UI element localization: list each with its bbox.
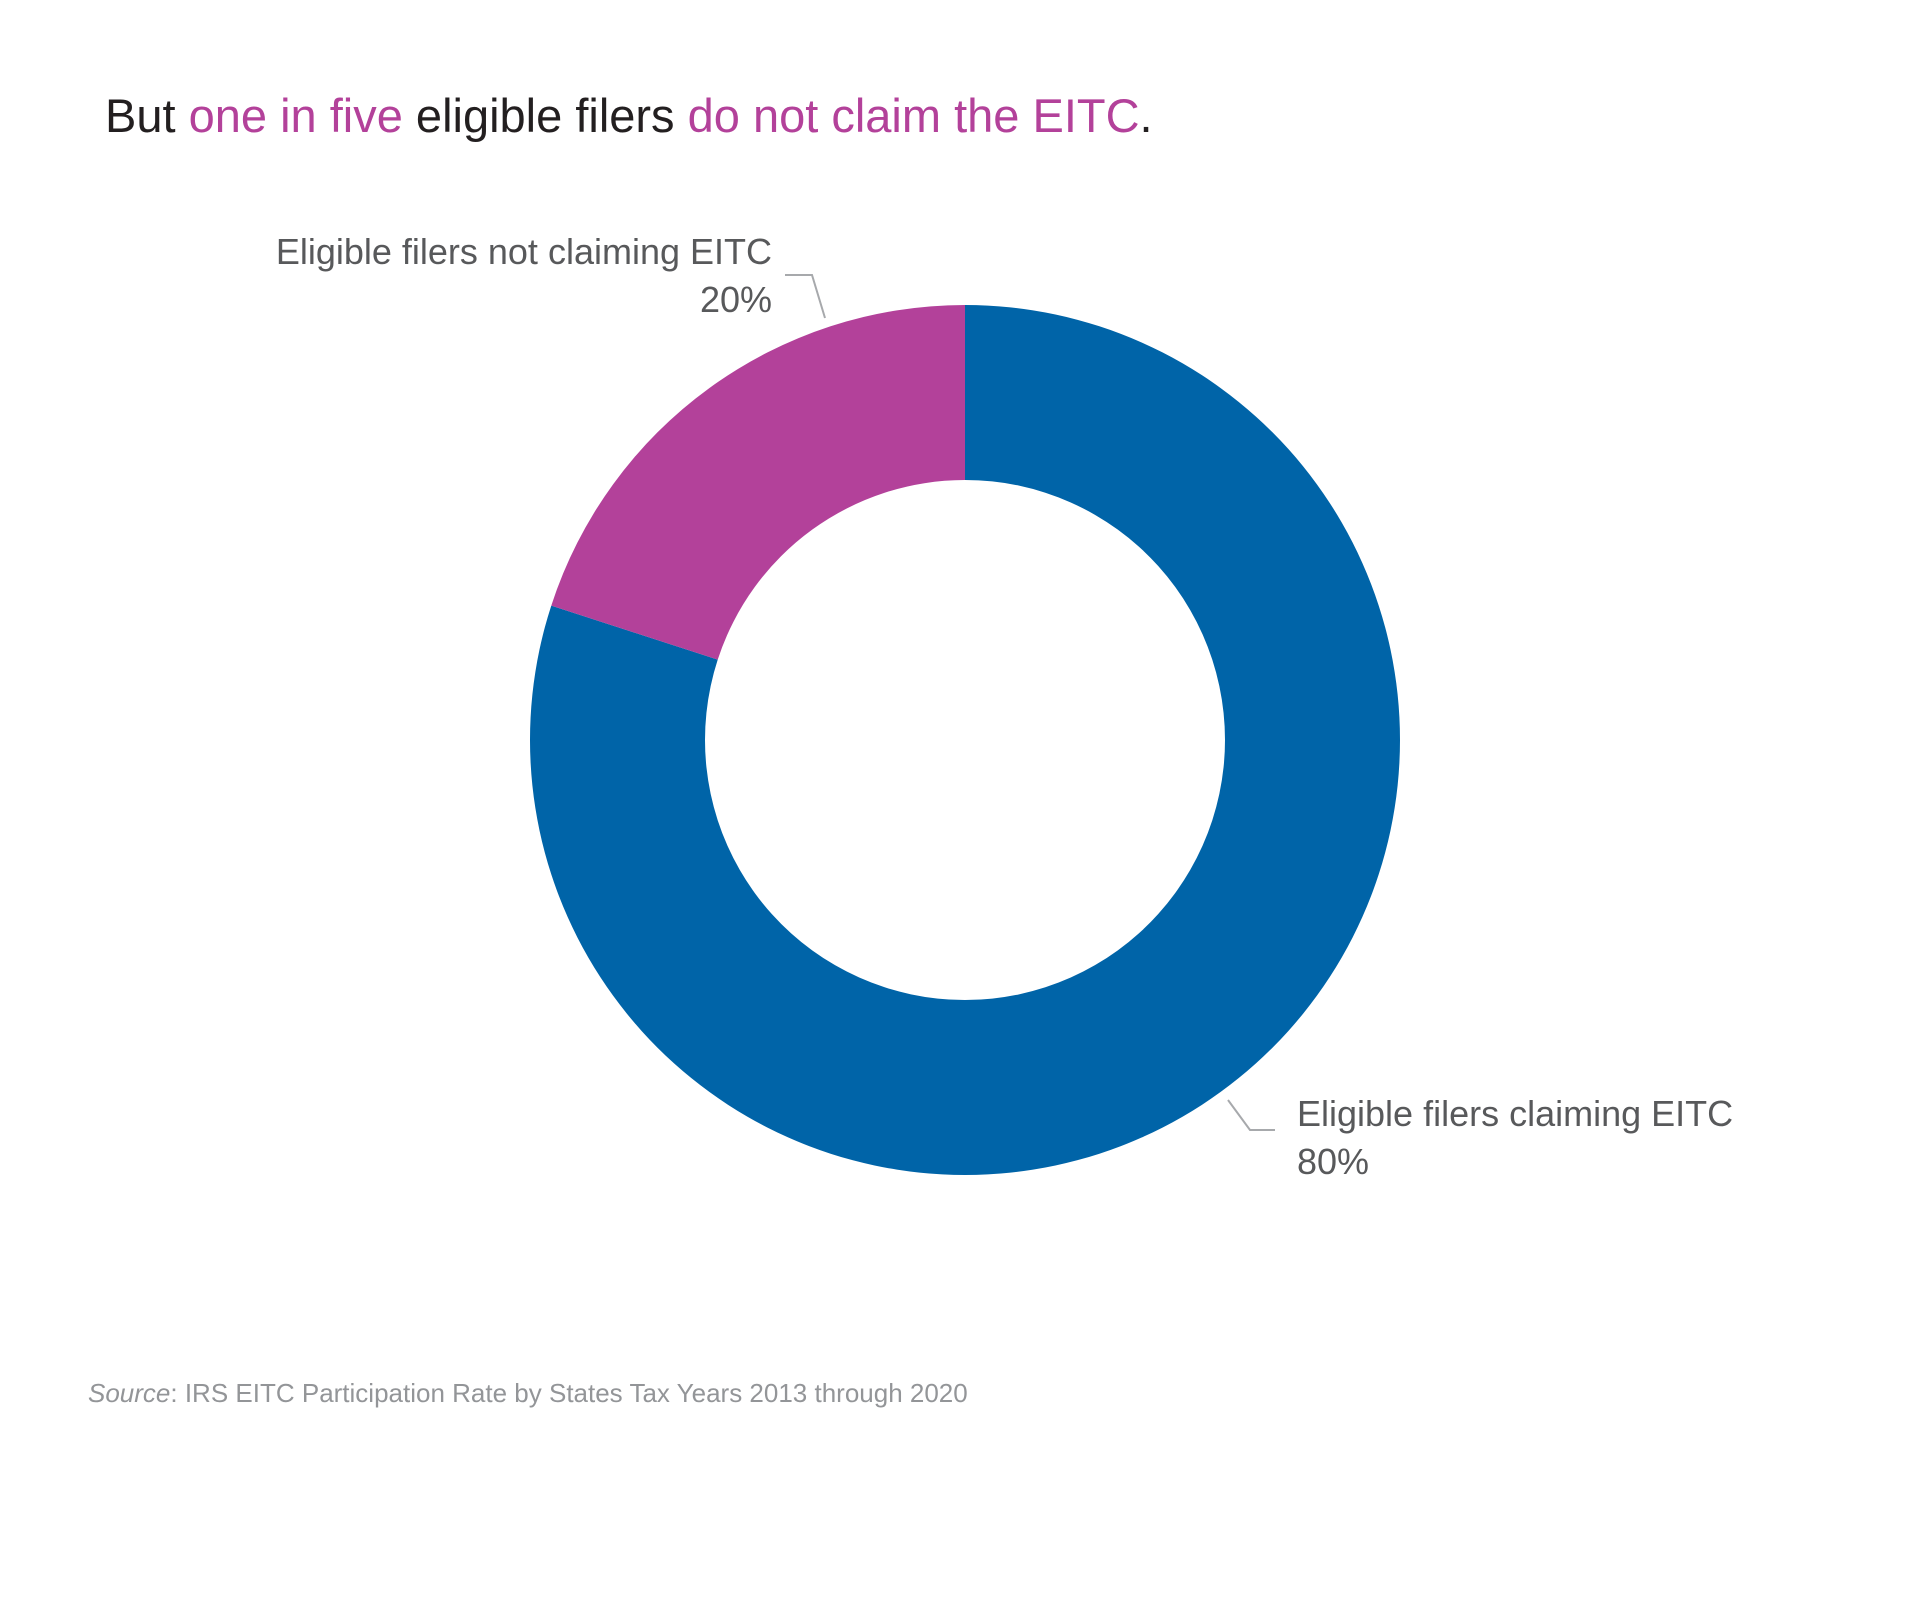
slice-not-claiming xyxy=(551,305,965,660)
slice-label-not-claiming: Eligible filers not claiming EITC xyxy=(276,231,772,272)
slice-value-not-claiming: 20% xyxy=(700,279,772,320)
leader-line-not-claiming xyxy=(785,274,826,319)
leader-line-claiming xyxy=(1227,1099,1275,1131)
chart-title: But one in five eligible filers do not c… xyxy=(105,80,1153,152)
title-highlight-one-in-five: one in five xyxy=(188,89,403,142)
source-prefix: Source xyxy=(88,1378,171,1408)
donut-slices xyxy=(530,305,1400,1175)
slice-value-claiming: 80% xyxy=(1297,1141,1369,1182)
title-highlight-do-not-claim: do not claim the EITC xyxy=(687,89,1140,142)
title-part-2: eligible filers xyxy=(402,89,688,142)
title-part-1: But xyxy=(105,89,189,142)
slice-claiming xyxy=(530,305,1400,1175)
title-part-3: . xyxy=(1139,89,1153,142)
source-note: Source: IRS EITC Participation Rate by S… xyxy=(88,1378,968,1409)
slice-label-claiming: Eligible filers claiming EITC xyxy=(1297,1093,1733,1134)
source-text: : IRS EITC Participation Rate by States … xyxy=(170,1378,968,1408)
